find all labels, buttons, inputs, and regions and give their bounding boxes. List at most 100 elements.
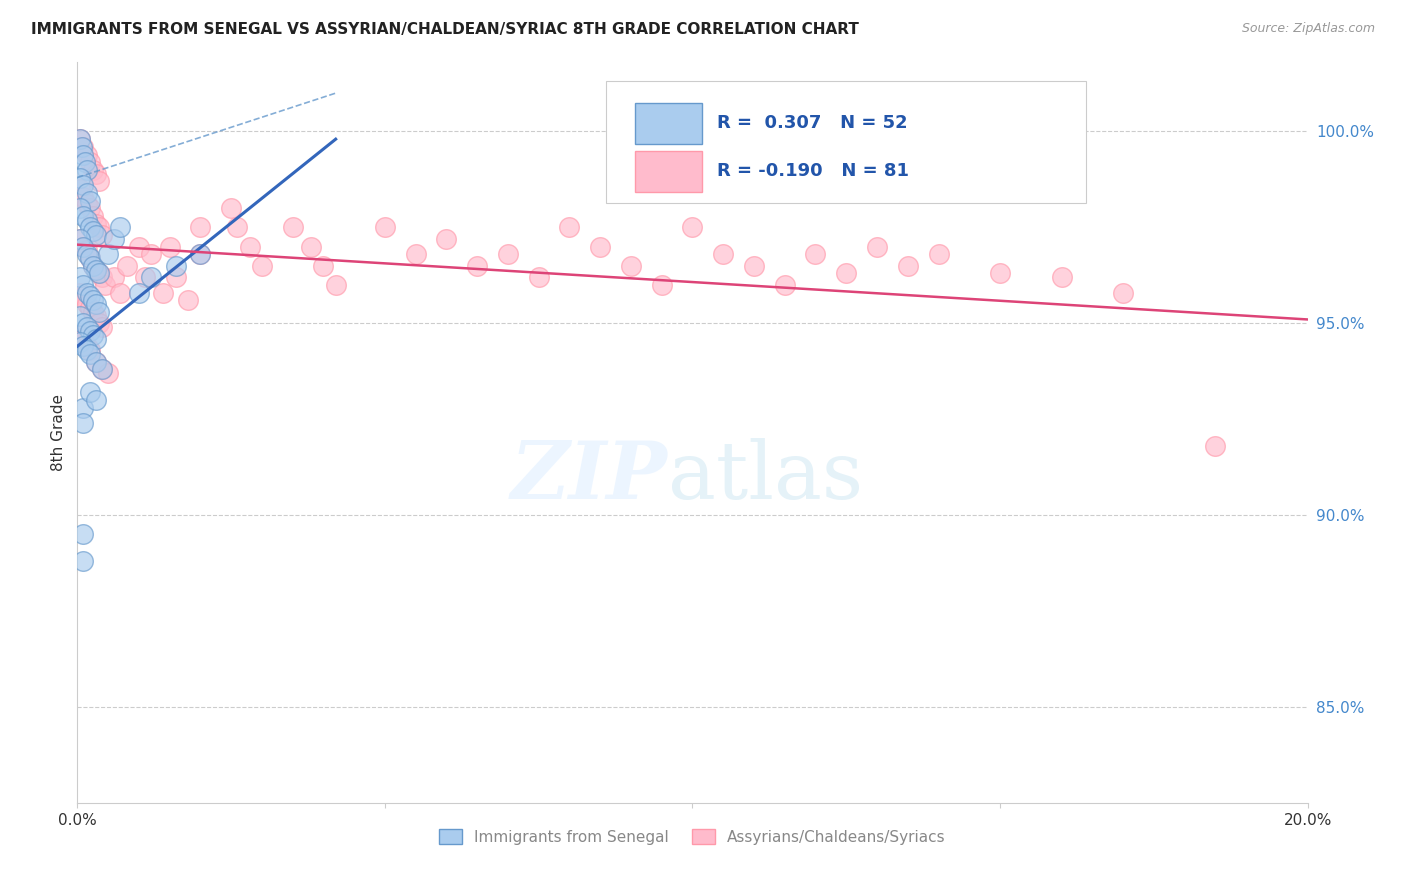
Point xyxy=(79,301,101,315)
Point xyxy=(76,247,98,261)
Point xyxy=(87,174,110,188)
FancyBboxPatch shape xyxy=(634,152,703,192)
Point xyxy=(165,270,187,285)
Point xyxy=(188,247,212,261)
Point xyxy=(69,309,91,323)
Text: atlas: atlas xyxy=(668,438,863,516)
Text: R =  0.307   N = 52: R = 0.307 N = 52 xyxy=(717,114,908,132)
Point xyxy=(405,247,427,261)
Point xyxy=(84,228,107,243)
Point xyxy=(988,267,1011,281)
Point xyxy=(312,259,335,273)
Point xyxy=(76,297,98,311)
Point xyxy=(128,239,150,253)
Point xyxy=(897,259,920,273)
Point xyxy=(84,332,107,346)
Point xyxy=(299,239,322,253)
Point xyxy=(84,217,107,231)
Point xyxy=(90,362,114,376)
Point xyxy=(110,220,132,235)
Point xyxy=(651,277,673,292)
Text: ZIP: ZIP xyxy=(510,438,668,516)
Point xyxy=(73,155,96,169)
Point xyxy=(90,362,114,376)
Point xyxy=(87,267,110,281)
Point xyxy=(70,140,93,154)
Point xyxy=(69,285,91,300)
Point xyxy=(72,277,94,292)
Point xyxy=(773,277,796,292)
Point xyxy=(79,385,101,400)
Point xyxy=(76,147,98,161)
Point xyxy=(72,554,94,568)
Point xyxy=(76,186,98,200)
Point xyxy=(128,285,150,300)
Point xyxy=(69,182,91,196)
Point xyxy=(79,220,101,235)
Point xyxy=(69,132,91,146)
Point xyxy=(72,316,94,330)
Point xyxy=(82,259,104,273)
Point xyxy=(90,320,114,334)
Point xyxy=(134,270,156,285)
Point xyxy=(835,267,858,281)
Point xyxy=(79,324,101,338)
Point xyxy=(72,209,94,223)
Point xyxy=(76,197,98,211)
Point xyxy=(558,220,581,235)
Point xyxy=(69,270,91,285)
Point xyxy=(87,305,110,319)
Point xyxy=(72,147,94,161)
FancyBboxPatch shape xyxy=(634,103,703,144)
Point xyxy=(79,201,101,215)
Point xyxy=(87,267,110,281)
Point xyxy=(72,178,94,193)
Point xyxy=(76,212,98,227)
Point xyxy=(465,259,488,273)
Point xyxy=(69,335,91,350)
Text: IMMIGRANTS FROM SENEGAL VS ASSYRIAN/CHALDEAN/SYRIAC 8TH GRADE CORRELATION CHART: IMMIGRANTS FROM SENEGAL VS ASSYRIAN/CHAL… xyxy=(31,22,859,37)
Point xyxy=(94,277,117,292)
Point xyxy=(1112,285,1135,300)
Point xyxy=(79,155,101,169)
Point xyxy=(177,293,200,308)
Point xyxy=(79,343,101,358)
Point xyxy=(152,285,174,300)
Point xyxy=(79,251,101,265)
Point xyxy=(72,289,94,303)
Point xyxy=(69,232,91,246)
Point xyxy=(76,285,98,300)
Point xyxy=(87,316,110,330)
Point xyxy=(711,247,734,261)
Point xyxy=(69,201,91,215)
Point xyxy=(141,247,163,261)
Point xyxy=(90,228,114,243)
Point xyxy=(72,140,94,154)
Legend: Immigrants from Senegal, Assyrians/Chaldeans/Syriacs: Immigrants from Senegal, Assyrians/Chald… xyxy=(433,822,952,851)
Point xyxy=(115,259,138,273)
Point xyxy=(76,162,98,177)
Point xyxy=(87,220,110,235)
Point xyxy=(281,220,304,235)
Point xyxy=(76,320,98,334)
Point xyxy=(84,309,107,323)
Point xyxy=(72,190,94,204)
Point xyxy=(82,327,104,342)
Point xyxy=(84,392,107,407)
Point xyxy=(84,167,107,181)
Point xyxy=(79,251,101,265)
Point xyxy=(527,270,550,285)
Point xyxy=(188,220,212,235)
Point xyxy=(82,293,104,308)
Point xyxy=(103,232,125,246)
Point xyxy=(72,239,94,253)
Point xyxy=(76,343,98,358)
Point xyxy=(84,297,107,311)
Point xyxy=(84,262,107,277)
Point xyxy=(219,201,242,215)
Point xyxy=(165,259,187,273)
Y-axis label: 8th Grade: 8th Grade xyxy=(51,394,66,471)
Point xyxy=(742,259,765,273)
Point xyxy=(82,224,104,238)
Text: Source: ZipAtlas.com: Source: ZipAtlas.com xyxy=(1241,22,1375,36)
